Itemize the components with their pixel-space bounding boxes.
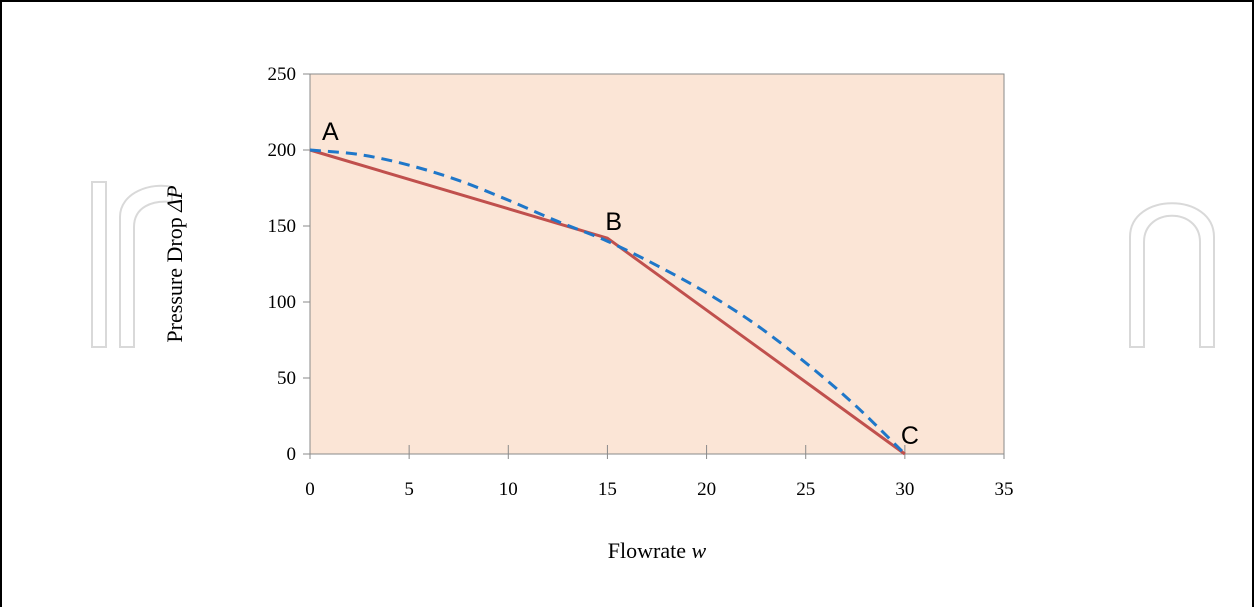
y-tick-label: 150: [268, 216, 297, 237]
y-tick-label: 250: [268, 64, 297, 85]
x-tick-label: 15: [598, 479, 617, 500]
x-tick-label: 30: [895, 479, 914, 500]
point-label-c: C: [901, 422, 919, 450]
x-axis-title-text: Flowrate: [608, 538, 692, 563]
dashed-curve: [309, 148, 906, 456]
point-label-b: B: [605, 208, 622, 236]
y-tick-label: 200: [268, 140, 297, 161]
y-tick-label: 0: [287, 444, 297, 465]
point-label-a: A: [322, 118, 339, 146]
x-axis-title-variable: w: [692, 538, 707, 563]
x-tick-label: 20: [697, 479, 716, 500]
x-tick-label: 35: [995, 479, 1014, 500]
x-tick-label: 25: [796, 479, 815, 500]
x-tick-label: 10: [499, 479, 518, 500]
x-axis-title: Flowrate w: [608, 538, 707, 563]
y-tick-label: 100: [268, 292, 297, 313]
y-axis-title-text: Pressure Drop: [162, 212, 187, 343]
y-axis-title-variable: ΔP: [162, 185, 187, 212]
y-axis-title: Pressure Drop ΔP: [162, 185, 187, 342]
y-tick-label: 50: [277, 368, 296, 389]
watermark: [91, 181, 1215, 348]
solid-line: [309, 148, 906, 456]
x-tick-label: 5: [404, 479, 414, 500]
x-tick-label: 0: [305, 479, 315, 500]
